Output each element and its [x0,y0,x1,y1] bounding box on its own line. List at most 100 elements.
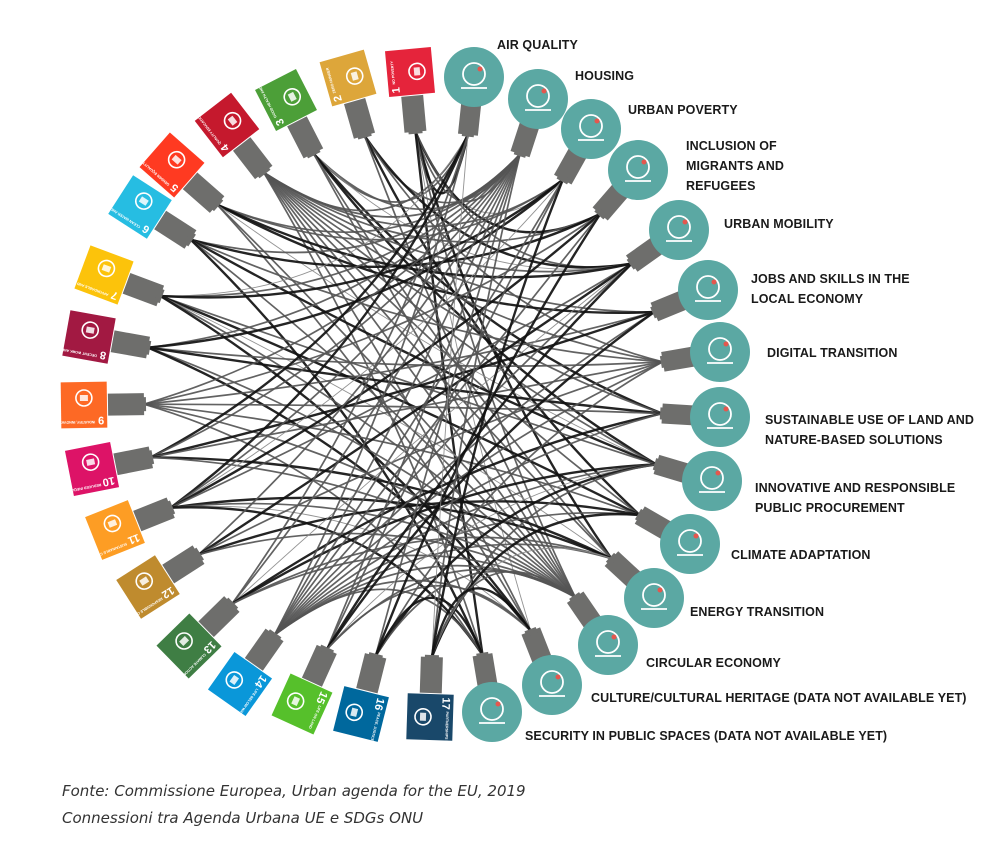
partnership-node [578,615,638,675]
temple-icon [539,670,565,697]
connection-link [143,403,663,415]
sdg-tile: 1 NO POVERTY [385,47,435,97]
growth-chart-icon [81,321,100,339]
connector-plug [510,122,539,158]
connection-link [374,596,484,657]
connection-link [189,238,576,598]
source-caption: Fonte: Commissione Europea, Urban agenda… [62,782,526,800]
connection-link [273,412,663,636]
connection-link [313,153,632,270]
connector-plug [110,330,152,359]
connection-link [325,262,633,651]
connection-link [431,547,612,658]
connection-link [147,346,532,632]
connection-link [216,179,564,241]
sdg-number: 15 [313,690,329,706]
connector-plug [419,654,443,694]
partnership-node [690,322,750,382]
connection-link [169,134,470,509]
connection-link [273,179,564,636]
partnership-node [690,387,750,447]
sun-icon [97,259,116,278]
connection-link [374,153,521,657]
connection-link [189,238,657,466]
connector-plug [472,651,498,687]
connector-plug [592,184,628,221]
heartbeat-icon [283,88,302,106]
sdg-number: 1 [390,87,403,94]
connection-link [326,153,521,650]
connectors [107,94,695,694]
figure-subtitle: Connessioni tra Agenda Urbana UE e SDGs … [62,809,424,827]
sdg-number: 17 [439,697,451,710]
connector-plug [113,446,155,476]
connection-link [170,213,601,509]
connection-link [430,587,532,658]
connection-link [170,502,576,598]
sdg-title: NO POVERTY [390,60,396,84]
connector-plug [133,497,176,532]
connection-link [150,134,469,459]
connection-link [374,213,602,657]
connector-plug [566,591,601,628]
hands-people-icon [625,155,651,182]
tree-bench-icon [707,402,733,429]
partnership-node [678,260,738,320]
connection-link [431,154,521,658]
connection-link [197,153,521,556]
sdg-number: 6 [140,222,152,235]
connector-plug [604,551,641,587]
hand-coins-icon [699,466,725,493]
connector-plug [652,454,689,483]
family-icon [408,62,426,81]
connector-plug [659,346,695,372]
connection-link [160,134,469,297]
sdg-number: 9 [98,414,104,426]
connection-link [150,456,576,598]
connector-plug [182,172,225,213]
connector-plug [287,116,324,159]
connector-plug [198,596,240,638]
connection-link [312,152,663,415]
fish-icon [225,671,244,689]
partnership-label: SUSTAINABLE USE OF LAND AND NATURE-BASED … [765,413,974,447]
hand-sprout-icon [677,529,703,556]
sdg-number: 3 [274,116,287,127]
connection-link [143,311,655,406]
dove-icon [345,703,364,722]
partnership-node [660,514,720,574]
water-glass-icon [134,192,153,210]
connection-link [216,204,657,465]
connection-link [150,360,663,459]
partnership-label: CIRCULAR ECONOMY [646,656,781,670]
infinity-icon [135,572,154,590]
partnership-label: HOUSING [575,69,634,83]
connection-link [273,361,664,636]
connector-plug [356,652,387,694]
connector-plug [107,393,147,416]
bowl-icon [345,67,364,85]
connector-plug [344,98,376,140]
sdg-title: ZERO HUNGER [325,67,336,94]
sdg-number: 8 [99,348,107,361]
connection-link [216,203,655,314]
connection-link [231,153,521,605]
connector-plug [162,545,205,584]
connection-link [325,311,655,651]
connection-link [431,570,576,658]
connection-link [159,295,576,598]
connection-link [147,153,521,349]
connector-plug [659,403,693,426]
connection-link [374,463,657,657]
connection-link [170,153,521,509]
connector-plug [650,291,686,322]
sdg-number: 7 [110,288,120,301]
connector-plug [401,94,427,135]
connection-link [150,153,521,459]
